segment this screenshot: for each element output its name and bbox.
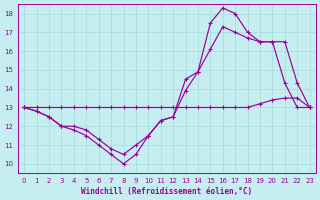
X-axis label: Windchill (Refroidissement éolien,°C): Windchill (Refroidissement éolien,°C) [81,187,252,196]
